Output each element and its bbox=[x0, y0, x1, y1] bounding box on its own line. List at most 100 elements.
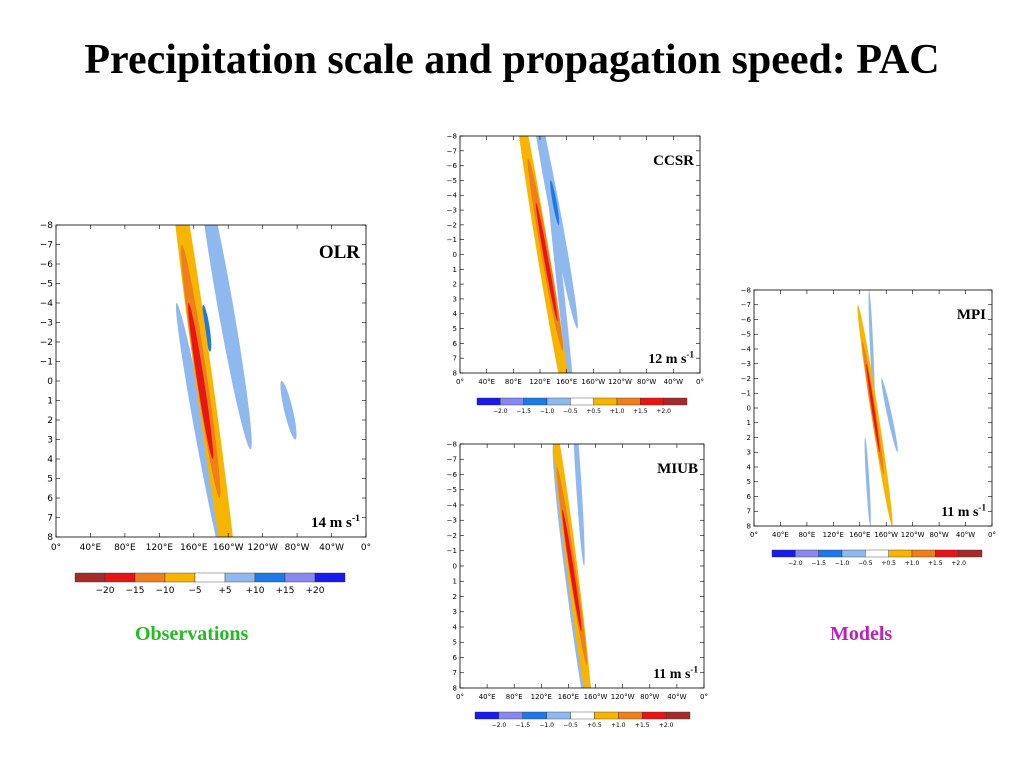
colorbar-swatch bbox=[665, 711, 691, 720]
x-tick-label: 80°W bbox=[929, 531, 948, 539]
x-tick-label: 160°E bbox=[558, 693, 579, 701]
y-tick-label: −6 bbox=[447, 162, 458, 170]
contour-neg2 bbox=[202, 304, 212, 352]
y-tick-label: −3 bbox=[447, 517, 457, 525]
colorbar-swatch bbox=[284, 572, 316, 583]
colorbar-label: +15 bbox=[276, 586, 295, 596]
y-tick-label: −5 bbox=[447, 177, 457, 185]
x-tick-label: 160°W bbox=[584, 693, 608, 701]
panel-title: OLR bbox=[319, 242, 360, 263]
colorbar-label: −2.0 bbox=[788, 560, 803, 567]
x-tick-label: 160°E bbox=[849, 531, 870, 539]
y-tick-label: −5 bbox=[40, 280, 53, 290]
colorbar: −20 −15 −10 −5 +5 +10 +15 +20 bbox=[74, 572, 346, 596]
x-tick-label: 0° bbox=[361, 543, 371, 553]
contour-neg1 bbox=[572, 444, 585, 567]
y-tick-label: 3 bbox=[453, 608, 457, 616]
colorbar-swatch bbox=[546, 397, 571, 406]
y-tick-label: 2 bbox=[453, 281, 457, 289]
colorbar-label: +1.5 bbox=[633, 408, 648, 415]
colorbar-label: −0.5 bbox=[563, 722, 578, 729]
caption-models: Models bbox=[830, 623, 893, 645]
mpi-panel: −8 −7 −6 −5 −4 −3 −2 −1 0 1 2 3 4 5 6 7 8 0° 40°E 80°E 120°E… bbox=[730, 283, 1005, 573]
colorbar-label: −1.0 bbox=[540, 408, 555, 415]
x-tick-label: 80°E bbox=[798, 531, 815, 539]
colorbar-swatch bbox=[663, 397, 688, 406]
panel-title: CCSR bbox=[653, 153, 694, 169]
y-tick-label: 2 bbox=[453, 593, 457, 601]
colorbar-label: −1.0 bbox=[539, 722, 554, 729]
y-tick-label: −2 bbox=[447, 532, 457, 540]
colorbar-swatch bbox=[498, 711, 523, 720]
y-tick-label: −4 bbox=[40, 299, 54, 309]
x-tick-label: 80°W bbox=[285, 543, 310, 553]
y-tick-label: −3 bbox=[40, 319, 53, 329]
colorbar-swatch bbox=[104, 572, 136, 583]
y-tick-label: 6 bbox=[747, 493, 752, 501]
y-tick-label: −2 bbox=[447, 221, 457, 229]
colorbar-label: +10 bbox=[246, 586, 265, 596]
miub-panel: −8 −7 −6 −5 −4 −3 −2 −1 0 1 2 3 4 5 6 7 8 0° 40°E 80°E 120°E… bbox=[430, 436, 720, 731]
x-tick-label: 40°W bbox=[319, 543, 344, 553]
colorbar-swatch bbox=[640, 397, 664, 406]
colorbar-swatch bbox=[618, 711, 643, 720]
contour-neg1 bbox=[868, 290, 875, 409]
colorbar-swatch bbox=[911, 549, 936, 558]
colorbar-label: −20 bbox=[96, 586, 115, 596]
y-tick-label: 3 bbox=[747, 449, 751, 457]
colorbar-swatch bbox=[474, 711, 500, 720]
y-tick-label: −2 bbox=[741, 375, 751, 383]
y-tick-label: −5 bbox=[741, 331, 751, 339]
y-tick-label: −3 bbox=[447, 207, 457, 215]
x-tick-label: 120°E bbox=[823, 531, 844, 539]
x-tick-label: 80°E bbox=[114, 543, 136, 553]
x-tick-label: 160°W bbox=[581, 378, 605, 386]
y-tick-label: 4 bbox=[453, 623, 458, 631]
y-tick-label: −1 bbox=[447, 236, 457, 244]
x-tick-label: 80°E bbox=[506, 693, 523, 701]
colorbar-swatch bbox=[570, 711, 595, 720]
colorbar-swatch bbox=[500, 397, 524, 406]
y-tick-label: −3 bbox=[741, 360, 751, 368]
y-tick-label: 8 bbox=[453, 369, 457, 377]
colorbar-label: −0.5 bbox=[858, 560, 873, 567]
y-tick-label: 5 bbox=[747, 478, 751, 486]
colorbar-swatch bbox=[616, 397, 641, 406]
y-tick-label: 0 bbox=[453, 251, 457, 259]
y-tick-label: 5 bbox=[453, 639, 457, 647]
x-tick-label: 40°E bbox=[80, 543, 102, 553]
y-tick-label: 2 bbox=[747, 434, 751, 442]
colorbar-label: −0.5 bbox=[563, 408, 578, 415]
colorbar: −2.0 −1.5 −1.0 −0.5 +0.5 +1.0 +1.5 +2.0 bbox=[474, 711, 691, 729]
y-tick-label: −4 bbox=[741, 345, 752, 353]
panel-title: MPI bbox=[957, 307, 986, 323]
colorbar-swatch bbox=[818, 549, 843, 558]
y-tick-label: −4 bbox=[447, 501, 458, 509]
y-tick-label: 0 bbox=[453, 562, 457, 570]
x-tick-label: 40°E bbox=[772, 531, 789, 539]
colorbar-label: +1.5 bbox=[635, 722, 650, 729]
x-tick-label: 160°E bbox=[180, 543, 208, 553]
x-tick-label: 120°E bbox=[529, 378, 550, 386]
x-tick-label: 0° bbox=[696, 378, 704, 386]
y-tick-label: 1 bbox=[47, 397, 53, 407]
colorbar-label: +1.0 bbox=[905, 560, 920, 567]
colorbar-label: +2.0 bbox=[656, 408, 671, 415]
colorbar-swatch bbox=[254, 572, 286, 583]
x-tick-label: 80°W bbox=[640, 693, 659, 701]
y-tick-label: −8 bbox=[741, 286, 751, 294]
contour-neg1 bbox=[881, 378, 898, 453]
y-tick-label: −8 bbox=[447, 132, 457, 140]
contour-neg1 bbox=[542, 136, 578, 373]
contour-pos3 bbox=[866, 363, 880, 453]
colorbar-swatch bbox=[194, 572, 226, 583]
y-tick-label: 6 bbox=[453, 340, 458, 348]
y-tick-label: −7 bbox=[741, 301, 751, 309]
colorbar: −2.0 −1.5 −1.0 −0.5 +0.5 +1.0 +1.5 +2.0 bbox=[476, 397, 688, 415]
ccsr-panel: −8 −7 −6 −5 −4 −3 −2 −1 0 1 2 3 4 5 6 7 8 0° 40°E 80°E 120°E… bbox=[430, 128, 720, 418]
colorbar-label: −1.5 bbox=[811, 560, 826, 567]
colorbar-swatch bbox=[771, 549, 796, 558]
y-tick-label: 7 bbox=[453, 355, 457, 363]
